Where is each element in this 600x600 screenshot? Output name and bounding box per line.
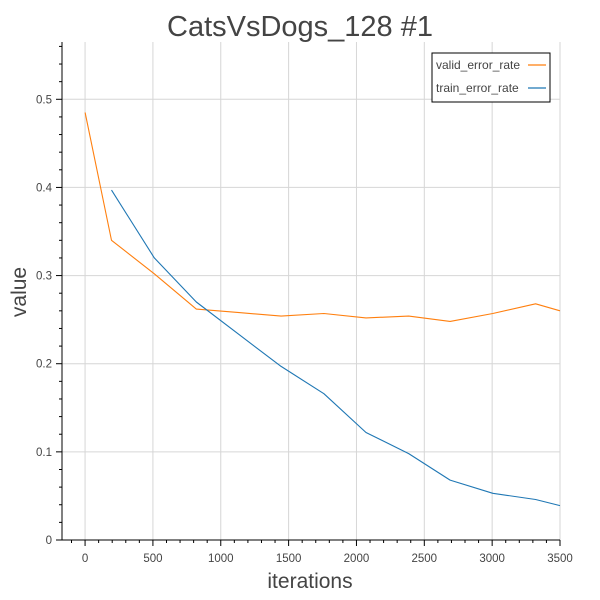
y-tick-label: 0 <box>46 535 52 547</box>
chart-title: CatsVsDogs_128 #1 <box>167 11 433 43</box>
legend-label-valid-error-rate: valid_error_rate <box>436 58 520 72</box>
y-tick-label: 0.1 <box>36 447 52 459</box>
x-tick-label: 2500 <box>412 553 438 565</box>
x-tick-label: 3500 <box>547 553 573 565</box>
series-line-valid-error-rate <box>84 112 561 322</box>
series-lines <box>84 112 561 507</box>
y-tick-label: 0.4 <box>36 182 53 194</box>
x-tick-label: 2000 <box>344 553 370 565</box>
y-tick-label: 0.5 <box>36 94 52 106</box>
series-line-train-error-rate <box>111 189 561 507</box>
legend: valid_error_rate train_error_rate <box>431 52 551 103</box>
legend-box <box>431 52 551 103</box>
y-axis-label: value <box>8 267 31 317</box>
x-tick-label: 1000 <box>208 553 234 565</box>
x-tick-label: 0 <box>82 553 88 565</box>
legend-label-train-error-rate: train_error_rate <box>436 81 519 95</box>
y-tick-label: 0.2 <box>36 359 52 371</box>
axes: 0 500 1000 1500 2000 2500 3000 3500 0 0.1 0.2 0.3 0.… <box>36 42 573 565</box>
x-tick-label: 3000 <box>479 553 505 565</box>
x-axis-label: iterations <box>267 570 352 593</box>
x-tick-label: 1500 <box>276 553 302 565</box>
grid <box>62 42 561 541</box>
y-tick-label: 0.3 <box>36 271 52 283</box>
x-tick-label: 500 <box>143 553 162 565</box>
